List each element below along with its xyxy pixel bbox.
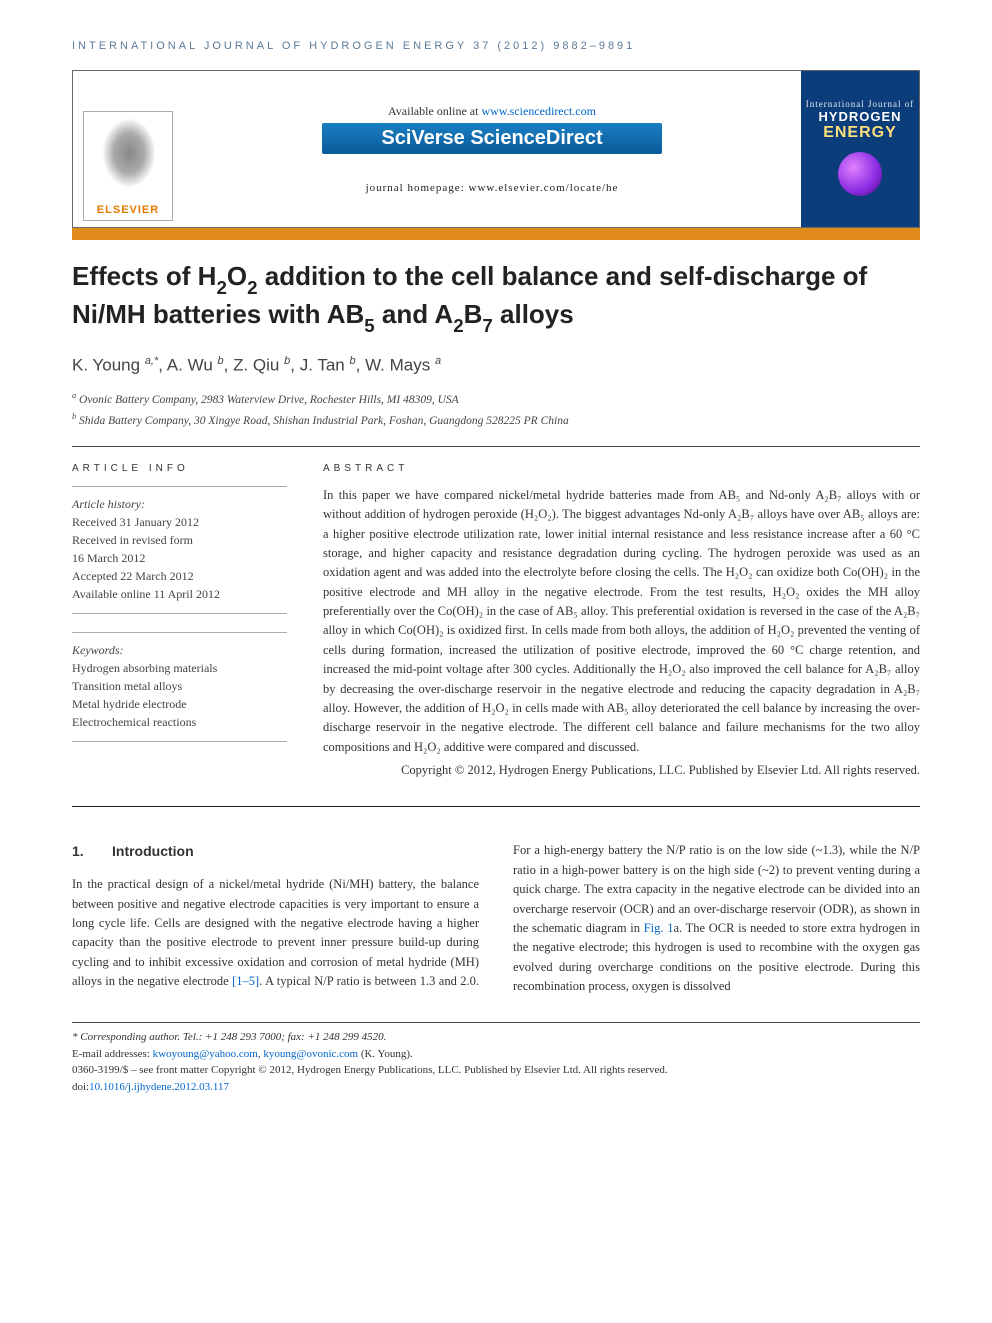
available-online-line: Available online at www.sciencedirect.co… <box>388 104 596 119</box>
section-title: Introduction <box>112 843 194 859</box>
doi-link[interactable]: 10.1016/j.ijhydene.2012.03.117 <box>89 1081 229 1093</box>
article-info-label: ARTICLE INFO <box>72 463 287 474</box>
article-history-head: Article history: <box>72 495 287 513</box>
journal-homepage-line: journal homepage: www.elsevier.com/locat… <box>366 182 619 194</box>
article-history-block: Article history: Received 31 January 201… <box>72 486 287 614</box>
doi-line: doi:10.1016/j.ijhydene.2012.03.117 <box>72 1079 920 1096</box>
corresponding-author: * Corresponding author. Tel.: +1 248 293… <box>72 1029 920 1046</box>
email-link-1[interactable]: kwoyoung@yahoo.com <box>153 1048 258 1060</box>
online-date: Available online 11 April 2012 <box>72 585 287 603</box>
title-frag: B <box>464 299 483 329</box>
email-link-2[interactable]: kyoung@ovonic.com <box>263 1048 358 1060</box>
figure-link[interactable]: Fig. 1 <box>644 921 674 935</box>
info-abstract-row: ARTICLE INFO Article history: Received 3… <box>72 463 920 781</box>
keywords-block: Keywords: Hydrogen absorbing materials T… <box>72 632 287 742</box>
citation-link[interactable]: [1–5] <box>232 974 259 988</box>
journal-homepage-url[interactable]: www.elsevier.com/locate/he <box>469 182 619 194</box>
received-date: Received 31 January 2012 <box>72 513 287 531</box>
sciencedirect-link[interactable]: www.sciencedirect.com <box>481 104 596 118</box>
body-paragraph: In the practical design of a nickel/meta… <box>72 841 920 996</box>
affiliation-a: a Ovonic Battery Company, 2983 Waterview… <box>72 390 920 409</box>
cover-graphic-icon <box>838 152 882 196</box>
body-two-column: 1.Introduction In the practical design o… <box>72 841 920 996</box>
issn-copyright: 0360-3199/$ – see front matter Copyright… <box>72 1062 920 1079</box>
orange-divider-bar <box>72 228 920 240</box>
email-line: E-mail addresses: kwoyoung@yahoo.com, ky… <box>72 1046 920 1063</box>
sciverse-bar: SciVerse ScienceDirect <box>322 123 662 154</box>
email-author: (K. Young). <box>358 1048 413 1060</box>
abstract-copyright: Copyright © 2012, Hydrogen Energy Public… <box>323 761 920 780</box>
keywords-head: Keywords: <box>72 641 287 659</box>
available-online-text: Available online at <box>388 104 481 118</box>
cover-line-1: International Journal of <box>806 99 914 109</box>
revised-label: Received in revised form <box>72 531 287 549</box>
header-center: Available online at www.sciencedirect.co… <box>183 71 801 227</box>
title-frag: and A <box>375 299 453 329</box>
keyword: Metal hydride electrode <box>72 695 287 713</box>
journal-cover: International Journal of HYDROGEN ENERGY <box>801 71 919 227</box>
affiliation-b: b Shida Battery Company, 30 Xingye Road,… <box>72 411 920 430</box>
title-frag: Effects of H <box>72 261 216 291</box>
author-mark: b <box>284 355 290 367</box>
author-mark: a,* <box>145 355 158 367</box>
corr-text: * Corresponding author. Tel.: +1 248 293… <box>72 1031 386 1043</box>
revised-date: 16 March 2012 <box>72 549 287 567</box>
accepted-date: Accepted 22 March 2012 <box>72 567 287 585</box>
article-title: Effects of H2O2 addition to the cell bal… <box>72 260 920 335</box>
journal-header: ELSEVIER Available online at www.science… <box>72 70 920 228</box>
cover-line-3: ENERGY <box>823 124 897 142</box>
footnotes: * Corresponding author. Tel.: +1 248 293… <box>72 1022 920 1095</box>
title-sub: 5 <box>364 315 374 336</box>
keyword: Transition metal alloys <box>72 677 287 695</box>
title-sub: 2 <box>453 315 463 336</box>
publisher-logo-cell: ELSEVIER <box>73 71 183 227</box>
title-sub: 7 <box>482 315 492 336</box>
author-mark: b <box>218 355 224 367</box>
affiliation-text: Shida Battery Company, 30 Xingye Road, S… <box>79 415 569 427</box>
title-frag: O <box>227 261 247 291</box>
keyword: Electrochemical reactions <box>72 713 287 731</box>
thick-divider <box>72 806 920 807</box>
abstract-label: ABSTRACT <box>323 463 920 474</box>
author-mark: b <box>350 355 356 367</box>
author-mark: a <box>435 355 441 367</box>
author-name: K. Young <box>72 356 140 375</box>
author-name: J. Tan <box>300 356 345 375</box>
abstract-text: In this paper we have compared nickel/me… <box>323 486 920 781</box>
running-head: INTERNATIONAL JOURNAL OF HYDROGEN ENERGY… <box>72 40 920 52</box>
affiliation-text: Ovonic Battery Company, 2983 Waterview D… <box>79 394 459 406</box>
author-name: W. Mays <box>365 356 430 375</box>
doi-label: doi: <box>72 1081 89 1093</box>
title-frag: alloys <box>493 299 574 329</box>
elsevier-label: ELSEVIER <box>84 204 172 216</box>
section-number: 1. <box>72 841 112 863</box>
journal-homepage-label: journal homepage: <box>366 182 469 194</box>
email-label: E-mail addresses: <box>72 1048 153 1060</box>
body-text: In the practical design of a nickel/meta… <box>72 877 479 988</box>
divider <box>72 446 920 447</box>
cover-line-2: HYDROGEN <box>818 109 901 124</box>
title-sub: 2 <box>216 277 226 298</box>
section-heading: 1.Introduction <box>72 841 479 863</box>
title-sub: 2 <box>247 277 257 298</box>
authors-line: K. Young a,*, A. Wu b, Z. Qiu b, J. Tan … <box>72 355 920 376</box>
abstract-body: In this paper we have compared nickel/me… <box>323 488 920 754</box>
abstract-column: ABSTRACT In this paper we have compared … <box>323 463 920 781</box>
keyword: Hydrogen absorbing materials <box>72 659 287 677</box>
author-name: Z. Qiu <box>233 356 279 375</box>
author-name: A. Wu <box>167 356 213 375</box>
article-info-column: ARTICLE INFO Article history: Received 3… <box>72 463 287 781</box>
elsevier-tree-logo: ELSEVIER <box>83 111 173 221</box>
